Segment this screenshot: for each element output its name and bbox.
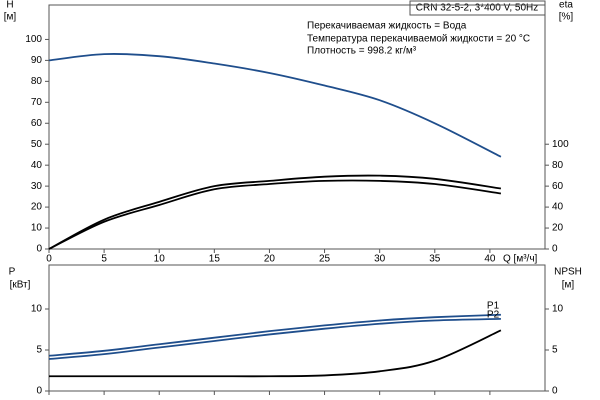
y2-tick-label: 0 — [552, 244, 558, 255]
curve — [48, 53, 502, 158]
curve — [48, 317, 501, 360]
y2-tick-label: 5 — [552, 345, 558, 356]
y-axis-label: H — [6, 0, 13, 11]
annotation: Температура перекачиваемой жидкости = 20… — [307, 34, 530, 45]
y-axis-unit: [м] — [4, 12, 17, 23]
plot-frame — [48, 264, 546, 392]
y-tick-label: 60 — [31, 118, 43, 129]
y-tick-label: 90 — [31, 55, 43, 66]
curve — [48, 179, 502, 250]
y-axis-label: P — [9, 267, 16, 278]
y-axis-unit: [кВт] — [10, 280, 31, 291]
series-label: P1 — [487, 300, 500, 311]
y2-tick-label: 60 — [552, 181, 564, 192]
x-tick-label: 15 — [209, 254, 221, 265]
y-tick-label: 0 — [36, 244, 42, 255]
y2-tick-label: 20 — [552, 223, 564, 234]
y2-tick-label: 10 — [552, 304, 564, 315]
y2-tick-label: 40 — [552, 202, 564, 213]
y-tick-label: 30 — [31, 181, 43, 192]
x-tick-label: 35 — [429, 254, 441, 265]
y2-axis-unit: [%] — [559, 12, 574, 23]
x-tick-label: 10 — [154, 254, 166, 265]
y-tick-label: 50 — [31, 139, 43, 150]
y-tick-label: 5 — [36, 345, 42, 356]
x-tick-label: 0 — [46, 254, 52, 265]
y-tick-label: 10 — [31, 223, 43, 234]
x-tick-label: 20 — [264, 254, 276, 265]
curve — [48, 174, 502, 250]
curve — [48, 313, 501, 357]
y-tick-label: 70 — [31, 97, 43, 108]
x-tick-label: 5 — [101, 254, 107, 265]
y-tick-label: 20 — [31, 202, 43, 213]
y-tick-label: 0 — [36, 386, 42, 397]
y2-tick-label: 100 — [552, 139, 569, 150]
x-axis-label: Q [м³/ч] — [503, 254, 538, 265]
curve — [49, 329, 502, 378]
y2-axis-label: NPSH — [554, 267, 582, 278]
y2-tick-label: 0 — [552, 386, 558, 397]
y-tick-label: 100 — [25, 34, 42, 45]
y-tick-label: 10 — [31, 304, 43, 315]
y-tick-label: 40 — [31, 160, 43, 171]
annotation: Перекачиваемая жидкость = Вода — [307, 21, 467, 32]
chart-title: CRN 32-5-2, 3*400 V, 50Hz — [416, 3, 538, 14]
x-tick-label: 25 — [319, 254, 331, 265]
y2-axis-label: eta — [559, 0, 573, 11]
y2-axis-unit: [м] — [562, 280, 575, 291]
series-label: P2 — [487, 309, 500, 320]
x-tick-label: 30 — [374, 254, 386, 265]
x-tick-label: 40 — [484, 254, 496, 265]
y2-tick-label: 80 — [552, 160, 564, 171]
annotation: Плотность = 998.2 кг/м³ — [307, 46, 417, 57]
plot-frame — [48, 4, 546, 250]
y-tick-label: 80 — [31, 76, 43, 87]
